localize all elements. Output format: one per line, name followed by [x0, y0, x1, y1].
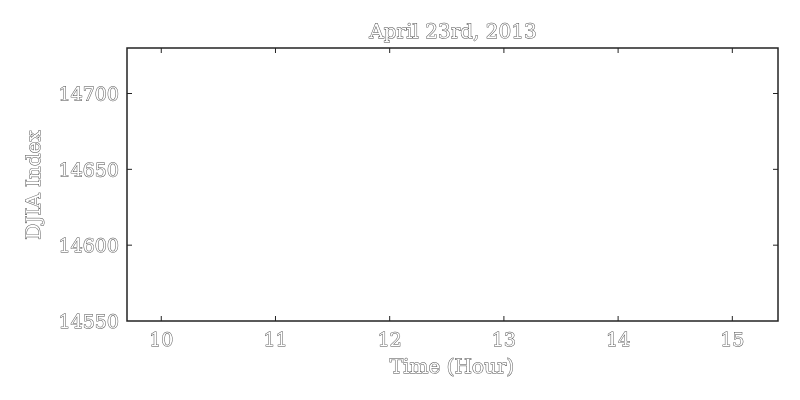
x-tick-label: 10	[149, 329, 173, 351]
x-axis: 10 11 12 13 14 15	[149, 48, 745, 351]
y-tick-label: 14600	[59, 235, 119, 257]
y-tick-label: 14550	[59, 311, 119, 333]
x-tick-label: 15	[720, 329, 744, 351]
x-tick-label: 12	[378, 329, 402, 351]
x-axis-label: Time (Hour)	[390, 354, 514, 378]
y-tick-label: 14650	[59, 159, 119, 181]
chart-title: April 23rd, 2013	[368, 19, 536, 43]
y-axis-label: DJIA Index	[21, 130, 45, 240]
y-tick-label: 14700	[59, 84, 119, 106]
y-axis: 14550 14600 14650 14700	[58, 83, 778, 333]
plot-area	[126, 47, 779, 322]
x-tick-label: 13	[492, 329, 516, 351]
x-tick-label: 11	[263, 329, 287, 351]
x-tick-label: 14	[606, 329, 630, 351]
